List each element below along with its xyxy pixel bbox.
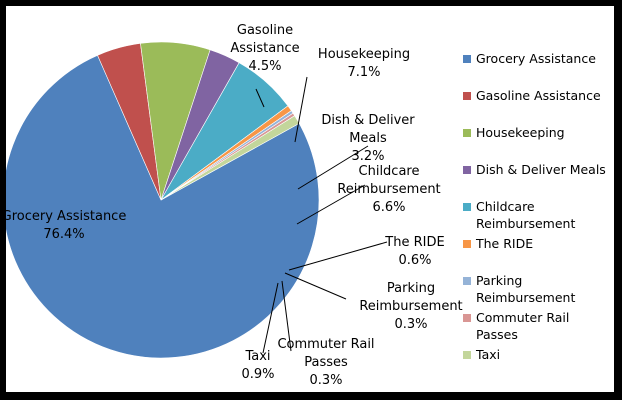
legend-label: Gasoline Assistance: [476, 88, 601, 103]
pie-chart: Grocery Assistance 76.4% Gasoline Assistanc…: [6, 23, 606, 388]
legend-swatch: [463, 277, 471, 285]
legend-swatch: [463, 92, 471, 100]
data-label: Housekeeping 7.1%: [318, 47, 410, 80]
leader-line: [284, 272, 347, 300]
leader-line: [296, 184, 366, 225]
data-label: Parking Reimbursement 0.3%: [359, 281, 462, 332]
legend-label: Parking Reimbursement: [476, 273, 575, 305]
data-label: The RIDE 0.6%: [384, 235, 444, 268]
legend-label: Dish & Deliver Meals: [476, 162, 606, 177]
legend-label: The RIDE: [475, 236, 533, 251]
legend-label: Housekeeping: [476, 125, 565, 140]
legend-swatch: [463, 129, 471, 137]
legend-label: Grocery Assistance: [476, 51, 596, 66]
legend-label: Commuter Rail Passes: [476, 310, 569, 342]
data-label: Commuter Rail Passes 0.3%: [277, 337, 374, 388]
chart-area: Grocery Assistance 76.4% Gasoline Assistanc…: [6, 6, 614, 392]
leader-line: [281, 280, 292, 352]
leader-line: [255, 88, 265, 108]
leader-line: [262, 282, 279, 354]
legend-swatch: [463, 240, 471, 248]
slice-labels: Grocery Assistance 76.4% Gasoline Assistanc…: [6, 23, 463, 388]
legend-label: Childcare Reimbursement: [476, 199, 575, 231]
legend-swatch: [463, 55, 471, 63]
legend-label: Taxi: [475, 347, 500, 362]
data-label: Dish & Deliver Meals 3.2%: [321, 113, 415, 164]
data-label: Grocery Assistance 76.4%: [6, 209, 126, 242]
leader-line: [288, 241, 388, 271]
data-label: Gasoline Assistance 4.5%: [230, 23, 299, 74]
pie-slices: [6, 41, 320, 359]
legend-swatch: [463, 166, 471, 174]
leader-line: [297, 145, 369, 190]
legend-swatch: [463, 351, 471, 359]
legend-swatch: [463, 314, 471, 322]
leader-line: [294, 76, 308, 143]
legend: Grocery Assistance Gasoline Assistance Hou…: [463, 51, 606, 362]
data-label: Childcare Reimbursement 6.6%: [337, 164, 440, 215]
legend-swatch: [463, 203, 471, 211]
leader-lines: [255, 76, 388, 354]
pie-slice-taxi: [160, 115, 300, 201]
data-label: Taxi 0.9%: [241, 349, 274, 382]
pie-slice-grocery-assistance: [6, 54, 320, 359]
